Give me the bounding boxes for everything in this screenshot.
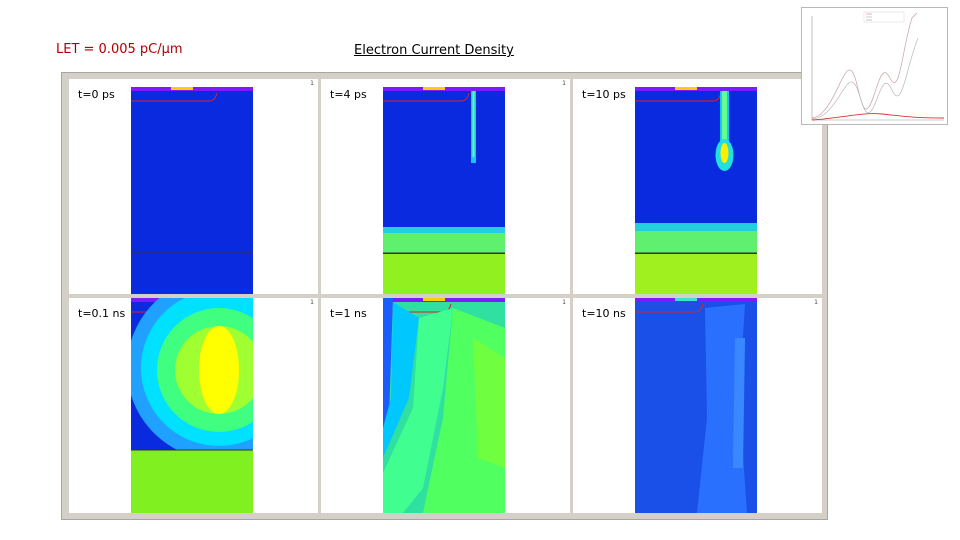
contour-plot [383, 87, 505, 294]
corner-tick: 1 [310, 299, 314, 306]
simulation-grid: t=0 ps 1 t=4 ps 1 t=10 ps 1 [61, 72, 828, 520]
page-title: Electron Current Density [354, 43, 514, 58]
let-label: LET = 0.005 pC/µm [56, 42, 183, 57]
panel-label: t=0.1 ns [78, 307, 126, 320]
panel-t10ns: t=10 ns 1 [573, 298, 822, 513]
corner-tick: 1 [814, 299, 818, 306]
corner-tick: 1 [562, 80, 566, 87]
panel-t4ps: t=4 ps 1 [321, 79, 570, 294]
panel-label: t=0 ps [78, 88, 115, 101]
corner-tick: 1 [562, 299, 566, 306]
corner-tick: 1 [310, 80, 314, 87]
panel-label: t=4 ps [330, 88, 367, 101]
contour-plot [131, 87, 253, 294]
contour-plot [383, 298, 505, 513]
panel-t10ps: t=10 ps 1 [573, 79, 822, 294]
contour-plot [635, 87, 757, 294]
contour-plot [131, 298, 253, 513]
inset-plot [801, 7, 948, 125]
inset-graph [811, 11, 945, 121]
panel-t0ps: t=0 ps 1 [69, 79, 318, 294]
panel-t01ns: t=0.1 ns 1 [69, 298, 318, 513]
contour-plot [635, 298, 757, 513]
panel-label: t=10 ns [582, 307, 626, 320]
panel-label: t=10 ps [582, 88, 626, 101]
panel-t1ns: t=1 ns 1 [321, 298, 570, 513]
panel-label: t=1 ns [330, 307, 367, 320]
